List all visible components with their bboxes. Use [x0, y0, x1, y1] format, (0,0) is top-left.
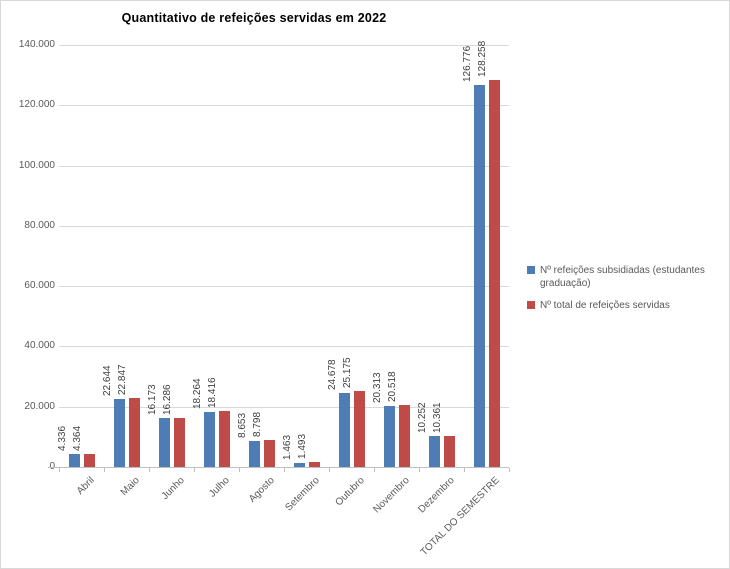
gridline — [59, 166, 509, 167]
data-label: 1.493 — [297, 433, 308, 459]
y-axis-label: 60.000 — [24, 280, 55, 291]
data-label: 4.364 — [72, 425, 83, 451]
data-label: 10.252 — [417, 402, 428, 433]
legend-item: Nº total de refeições servidas — [527, 299, 723, 312]
bar-subsidiadas — [69, 454, 80, 467]
bar-total — [84, 454, 95, 467]
x-axis-tick — [239, 468, 240, 472]
bar-total — [129, 398, 140, 467]
data-label: 22.847 — [117, 364, 128, 395]
bar-subsidiadas — [384, 406, 395, 467]
bar-subsidiadas — [339, 393, 350, 467]
gridline — [59, 286, 509, 287]
x-axis-tick — [149, 468, 150, 472]
gridline — [59, 105, 509, 106]
legend-item: Nº refeições subsidiadas (estudantes gra… — [527, 264, 723, 290]
data-label: 16.173 — [147, 384, 158, 415]
bar-total — [174, 418, 185, 467]
chart-title: Quantitativo de refeições servidas em 20… — [121, 11, 387, 25]
bar-total — [399, 405, 410, 467]
data-label: 18.264 — [192, 378, 203, 409]
data-label: 4.336 — [57, 425, 68, 451]
y-axis-label: 20.000 — [24, 401, 55, 412]
gridline — [59, 226, 509, 227]
data-label: 22.644 — [102, 365, 113, 396]
data-label: 16.286 — [162, 384, 173, 415]
data-label: 1.463 — [282, 434, 293, 460]
data-label: 10.361 — [432, 402, 443, 433]
chart-legend: Nº refeições subsidiadas (estudantes gra… — [527, 264, 723, 312]
bar-total — [489, 80, 500, 467]
x-axis-line — [48, 467, 509, 468]
gridline — [59, 346, 509, 347]
bar-subsidiadas — [204, 412, 215, 467]
x-axis-tick — [59, 468, 60, 472]
data-label: 126.776 — [462, 45, 473, 82]
x-axis-tick — [374, 468, 375, 472]
data-label: 8.798 — [252, 411, 263, 437]
x-axis-tick — [284, 468, 285, 472]
bar-total — [309, 462, 320, 467]
bar-subsidiadas — [294, 463, 305, 467]
data-label: 8.653 — [237, 412, 248, 438]
x-axis-tick — [419, 468, 420, 472]
bar-subsidiadas — [114, 399, 125, 467]
data-label: 20.518 — [387, 371, 398, 402]
legend-swatch-icon — [527, 301, 535, 309]
y-axis-label: 140.000 — [18, 39, 55, 50]
legend-label: Nº refeições subsidiadas (estudantes gra… — [540, 265, 705, 289]
x-axis-tick — [464, 468, 465, 472]
legend-swatch-icon — [527, 266, 535, 274]
x-axis-tick — [194, 468, 195, 472]
data-label: 24.678 — [327, 359, 338, 390]
data-label: 18.416 — [207, 377, 218, 408]
y-axis-label: 100.000 — [18, 160, 55, 171]
bar-total — [264, 440, 275, 467]
y-axis-label: 80.000 — [24, 220, 55, 231]
bar-subsidiadas — [159, 418, 170, 467]
bar-subsidiadas — [474, 85, 485, 467]
bar-subsidiadas — [429, 436, 440, 467]
bar-total — [354, 391, 365, 467]
gridline — [59, 45, 509, 46]
y-axis-label: 0 — [11, 462, 55, 472]
data-label: 20.313 — [372, 372, 383, 403]
x-axis-tick — [509, 468, 510, 472]
legend-label: Nº total de refeições servidas — [540, 300, 670, 311]
bar-total — [444, 436, 455, 467]
x-axis-tick — [329, 468, 330, 472]
bar-subsidiadas — [249, 441, 260, 467]
bar-total — [219, 411, 230, 467]
data-label: 25.175 — [342, 357, 353, 388]
y-axis-label: 120.000 — [18, 99, 55, 110]
x-axis-tick — [104, 468, 105, 472]
gridline — [59, 407, 509, 408]
data-label: 128.258 — [477, 40, 488, 77]
y-axis-label: 40.000 — [24, 340, 55, 351]
x-axis-label: Abril — [74, 475, 97, 497]
